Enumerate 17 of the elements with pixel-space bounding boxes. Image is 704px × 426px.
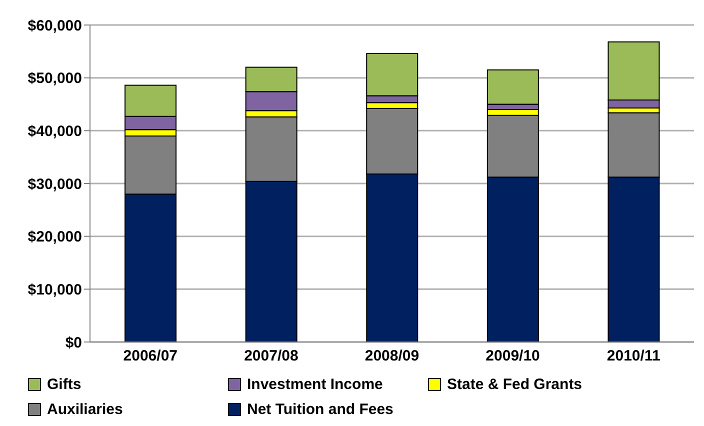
legend-label: Investment Income bbox=[247, 376, 383, 393]
x-tick-label: 2006/07 bbox=[123, 348, 178, 365]
y-tick-label: $10,000 bbox=[28, 281, 82, 298]
y-tick-label: $0 bbox=[65, 334, 82, 352]
legend-label: State & Fed Grants bbox=[447, 376, 582, 393]
y-tick-label: $20,000 bbox=[28, 228, 82, 246]
legend-label: Net Tuition and Fees bbox=[247, 401, 394, 418]
legend-label: Gifts bbox=[47, 376, 82, 393]
y-tick-label: $60,000 bbox=[28, 17, 82, 34]
legend-label: Auxiliaries bbox=[47, 401, 123, 418]
x-tick-label: 2010/11 bbox=[606, 348, 660, 365]
x-tick-label: 2008/09 bbox=[364, 348, 420, 365]
y-tick-label: $30,000 bbox=[28, 176, 82, 193]
x-tick-label: 2007/08 bbox=[244, 348, 298, 365]
y-tick-label: $40,000 bbox=[28, 122, 82, 140]
y-tick-label: $50,000 bbox=[28, 70, 82, 88]
x-tick-label: 2009/10 bbox=[486, 348, 540, 365]
